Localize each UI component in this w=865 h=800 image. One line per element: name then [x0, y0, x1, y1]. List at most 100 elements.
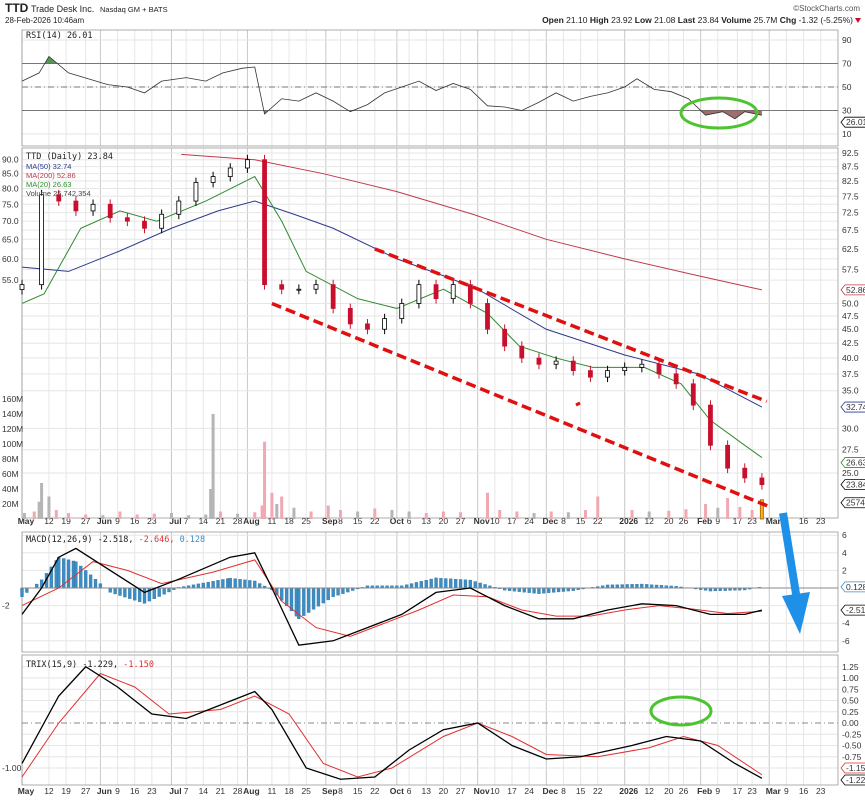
volume-bar — [260, 505, 264, 519]
ma200-value-tag-box — [840, 284, 865, 296]
x-axis-label: Jul — [169, 786, 181, 796]
x-axis-label: 7 — [184, 786, 189, 796]
volume-label: Volume — [721, 15, 751, 25]
volume-bar — [684, 509, 688, 519]
ma50-line — [21, 200, 763, 408]
ma20-line — [21, 175, 763, 458]
candle-body — [210, 176, 216, 183]
trix-signal-tag: -1.150 — [846, 763, 865, 773]
candle-body — [742, 467, 748, 479]
macd-histogram-bar — [284, 587, 289, 606]
candle-body — [313, 284, 319, 290]
rsi-tick-label: 30 — [842, 106, 852, 116]
volume-bar — [236, 513, 240, 519]
lower-channel-line — [271, 301, 773, 510]
price-tick-label: 35.0 — [842, 386, 859, 396]
candle-body — [673, 373, 679, 385]
ma200-value-tag: 52.86 — [846, 285, 865, 295]
volume-bar — [596, 496, 600, 519]
low-label: Low — [635, 15, 652, 25]
volume-bar — [187, 515, 191, 519]
price-tick-label: 80.0 — [2, 184, 19, 194]
macd-histogram-bar — [532, 587, 536, 594]
candle-body — [73, 200, 79, 212]
rsi-tick-label: 50 — [842, 82, 852, 92]
x-axis-label: 15 — [353, 516, 363, 526]
x-axis-label: 17 — [507, 516, 517, 526]
macd-histogram-bar — [20, 587, 24, 597]
macd-histogram-bar — [434, 577, 438, 589]
macd-histogram-bar — [133, 587, 137, 601]
x-axis-label: 11 — [267, 786, 276, 796]
trix-signal-tag-box — [840, 762, 865, 774]
x-axis-label: 13 — [422, 516, 432, 526]
x-axis-label: 17 — [733, 786, 743, 796]
x-axis-label: 27 — [81, 786, 91, 796]
price-tick-label: 90.0 — [2, 155, 19, 165]
trix-signal-value: -1.150 — [123, 660, 154, 670]
price-tick-label: 57.5 — [842, 264, 859, 274]
candle-body — [502, 328, 508, 347]
macd-histogram-bar — [306, 587, 311, 613]
macd-histogram-bar — [326, 587, 330, 601]
macd-histogram-bar — [336, 587, 340, 596]
volume-bar — [270, 492, 274, 519]
macd-histogram-bar — [483, 584, 487, 589]
down-arrow-shaft — [779, 512, 801, 601]
rsi-highlight-ellipse — [679, 96, 759, 130]
rsi-value-tag: 26.01 — [846, 117, 865, 127]
candle-body — [553, 360, 559, 365]
high-label: High — [590, 15, 609, 25]
volume-bar — [101, 515, 105, 519]
candle-body — [365, 323, 370, 330]
volume-bar — [647, 511, 651, 519]
volume-tick-label: 60M — [2, 469, 19, 479]
upper-channel-line — [374, 247, 768, 404]
volume-bar — [584, 510, 587, 519]
x-axis-label: 22 — [370, 786, 380, 796]
macd-histogram-bar — [552, 587, 556, 593]
macd-histogram-bar — [35, 583, 39, 589]
trix-legend: TRIX(15,9) -1.229, -1.150 — [26, 660, 154, 670]
trix-line — [21, 665, 763, 780]
candle-body — [279, 284, 285, 290]
volume-bar — [532, 513, 536, 519]
volume-bar — [169, 513, 173, 519]
panel-frame — [21, 147, 839, 519]
x-axis-label: Nov — [474, 786, 490, 796]
x-axis-label: 14 — [199, 516, 209, 526]
x-axis-label: 17 — [733, 516, 743, 526]
x-axis-label: 16 — [799, 786, 809, 796]
macd-histogram-bar — [157, 587, 161, 597]
price-tick-label: 82.5 — [842, 176, 859, 186]
x-axis-label: 9 — [784, 786, 789, 796]
chg-label: Chg — [780, 15, 797, 25]
macd-histogram-bar — [346, 587, 350, 593]
panel-frame — [21, 654, 839, 786]
x-axis-label: 9 — [115, 516, 120, 526]
symbol: TTD — [5, 1, 29, 15]
x-axis-label: 11 — [267, 516, 276, 526]
x-axis-label: 16 — [130, 516, 140, 526]
volume-bar — [47, 496, 51, 519]
macd-histogram-bar — [280, 587, 284, 601]
macd-tick-label: 2 — [842, 565, 847, 575]
candle-body — [759, 477, 765, 486]
x-axis-label: 9 — [715, 786, 720, 796]
volume-bar — [204, 514, 208, 519]
panel-frame — [21, 29, 839, 147]
macd-histogram-bar — [556, 587, 561, 593]
volume-bar — [566, 512, 570, 519]
volume-bar — [118, 511, 122, 519]
x-axis-label: 2026 — [619, 786, 638, 796]
volume-bar — [339, 510, 342, 519]
x-axis-label: Jun — [97, 786, 112, 796]
x-axis-label: Dec — [543, 786, 559, 796]
rsi-tick-label: 70 — [842, 59, 852, 69]
volume-bar — [486, 492, 489, 519]
volume-bar — [263, 441, 267, 519]
rsi-legend: RSI(14) 26.01 — [26, 31, 93, 41]
macd-signal-value: -2.646, — [139, 535, 175, 545]
volume-bar — [37, 501, 41, 519]
macd-histogram-bar — [98, 583, 103, 589]
